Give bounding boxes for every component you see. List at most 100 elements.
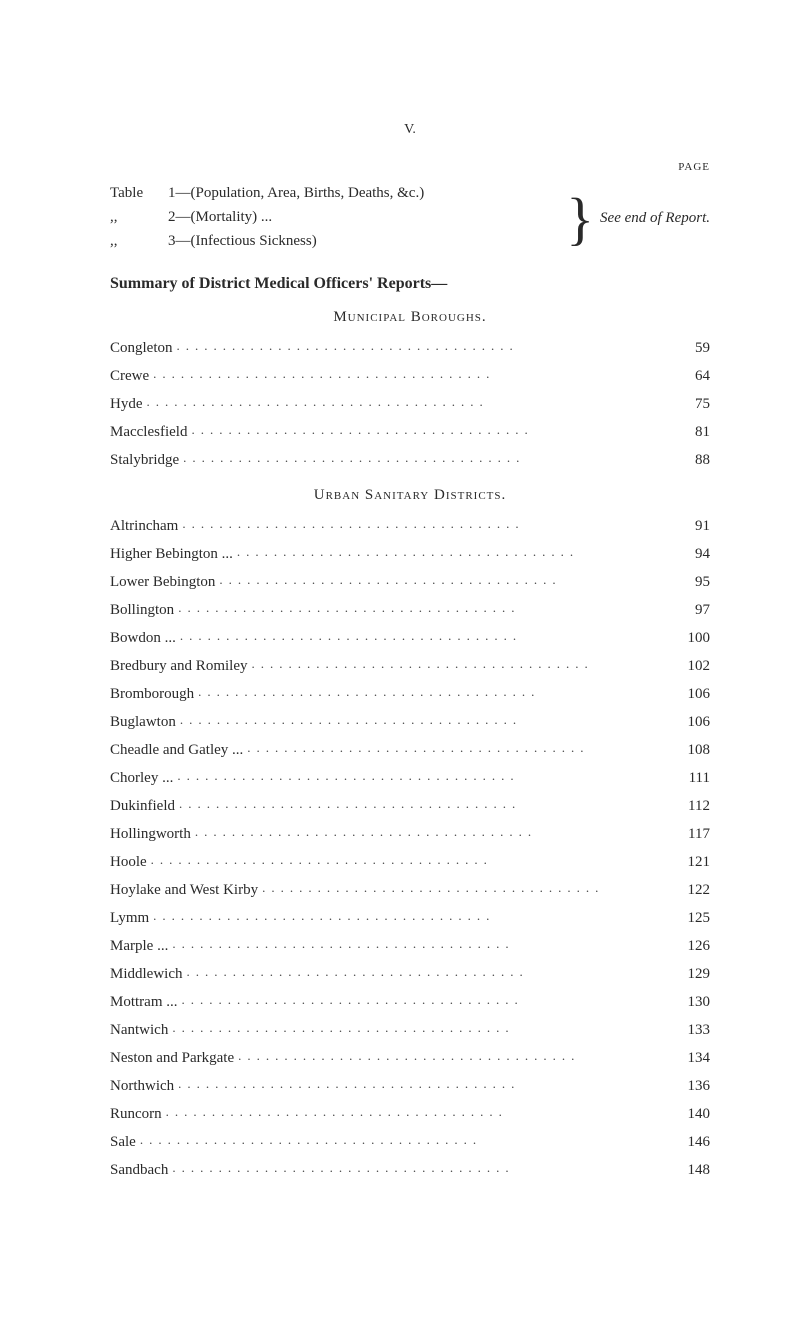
toc-leader-dots: .....................................	[151, 851, 672, 869]
toc-label: Macclesfield	[110, 422, 191, 443]
toc-page-number: 112	[672, 796, 710, 817]
toc-leader-dots: .....................................	[147, 393, 673, 411]
roman-numeral-heading: V.	[110, 120, 710, 140]
toc-entry: Neston and Parkgate.....................…	[110, 1048, 710, 1069]
toc-entry: Stalybridge.............................…	[110, 450, 710, 471]
toc-label: Middlewich	[110, 964, 187, 985]
table-ref-text: 3—(Infectious Sickness)	[168, 231, 562, 252]
toc-entry: Hyde....................................…	[110, 394, 710, 415]
table-ref-row: ,, 3—(Infectious Sickness)	[110, 231, 562, 252]
toc-page-number: 81	[672, 422, 710, 443]
toc-leader-dots: .....................................	[180, 711, 672, 729]
toc-entry: Runcorn.................................…	[110, 1104, 710, 1125]
toc-page-number: 129	[672, 964, 710, 985]
toc-page-number: 88	[672, 450, 710, 471]
toc-page-number: 140	[672, 1104, 710, 1125]
toc-label: Hoylake and West Kirby	[110, 880, 262, 901]
toc-entry: Lymm....................................…	[110, 908, 710, 929]
toc-entry: Chorley ................................…	[110, 768, 710, 789]
toc-label: Chorley ...	[110, 768, 177, 789]
toc-label: Bowdon ...	[110, 628, 180, 649]
toc-entry: Macclesfield............................…	[110, 422, 710, 443]
toc-leader-dots: .....................................	[182, 515, 672, 533]
toc-label: Lower Bebington	[110, 572, 219, 593]
toc-entry: Bromborough.............................…	[110, 684, 710, 705]
toc-label: Marple ...	[110, 936, 172, 957]
toc-page-number: 125	[672, 908, 710, 929]
toc-leader-dots: .....................................	[172, 1019, 672, 1037]
toc-label: Dukinfield	[110, 796, 179, 817]
toc-page-number: 136	[672, 1076, 710, 1097]
toc-page-number: 95	[672, 572, 710, 593]
toc-entry: Hoole...................................…	[110, 852, 710, 873]
toc-leader-dots: .....................................	[251, 655, 672, 673]
toc-page-number: 97	[672, 600, 710, 621]
toc-leader-dots: .....................................	[153, 365, 672, 383]
toc-page-number: 102	[672, 656, 710, 677]
toc-leader-dots: .....................................	[195, 823, 672, 841]
toc-leader-dots: .....................................	[179, 795, 672, 813]
toc-label: Hollingworth	[110, 824, 195, 845]
table-references-list: Table 1—(Population, Area, Births, Death…	[110, 183, 562, 255]
toc-leader-dots: .....................................	[219, 571, 672, 589]
toc-entry: Bredbury and Romiley....................…	[110, 656, 710, 677]
toc-page-number: 133	[672, 1020, 710, 1041]
toc-entry: Crewe...................................…	[110, 366, 710, 387]
toc-leader-dots: .....................................	[262, 879, 672, 897]
toc-leader-dots: .....................................	[237, 543, 672, 561]
toc-leader-dots: .....................................	[238, 1047, 672, 1065]
toc-page-number: 64	[672, 366, 710, 387]
toc-entry: Dukinfield..............................…	[110, 796, 710, 817]
toc-page-number: 111	[672, 768, 710, 789]
urban-section-heading: Urban Sanitary Districts.	[110, 485, 710, 506]
toc-leader-dots: .....................................	[187, 963, 673, 981]
toc-label: Neston and Parkgate	[110, 1048, 238, 1069]
toc-entry: Higher Bebington .......................…	[110, 544, 710, 565]
toc-page-number: 130	[672, 992, 710, 1013]
toc-leader-dots: .....................................	[191, 421, 672, 439]
toc-page-number: 126	[672, 936, 710, 957]
page-column-label: PAGE	[110, 160, 710, 175]
toc-entry: Sale....................................…	[110, 1132, 710, 1153]
municipal-section-heading: Municipal Boroughs.	[110, 307, 710, 328]
toc-page-number: 75	[672, 394, 710, 415]
toc-entry: Bowdon .................................…	[110, 628, 710, 649]
table-ref-row: Table 1—(Population, Area, Births, Death…	[110, 183, 562, 204]
toc-label: Stalybridge	[110, 450, 183, 471]
toc-label: Hoole	[110, 852, 151, 873]
toc-label: Sandbach	[110, 1160, 172, 1181]
municipal-toc-list: Congleton...............................…	[110, 338, 710, 471]
table-ref-prefix: Table	[110, 183, 168, 204]
toc-label: Northwich	[110, 1076, 178, 1097]
curly-brace-icon: }	[566, 194, 594, 244]
toc-label: Hyde	[110, 394, 147, 415]
toc-leader-dots: .....................................	[198, 683, 672, 701]
toc-entry: Congleton...............................…	[110, 338, 710, 359]
table-ref-text: 1—(Population, Area, Births, Deaths, &c.…	[168, 183, 562, 204]
toc-label: Mottram ...	[110, 992, 182, 1013]
toc-page-number: 117	[672, 824, 710, 845]
toc-page-number: 134	[672, 1048, 710, 1069]
toc-leader-dots: .....................................	[177, 767, 672, 785]
toc-entry: Hoylake and West Kirby..................…	[110, 880, 710, 901]
toc-page-number: 108	[672, 740, 710, 761]
toc-entry: Nantwich................................…	[110, 1020, 710, 1041]
table-ref-row: ,, 2—(Mortality) ...	[110, 207, 562, 228]
toc-leader-dots: .....................................	[153, 907, 672, 925]
toc-entry: Lower Bebington.........................…	[110, 572, 710, 593]
toc-page-number: 121	[672, 852, 710, 873]
toc-label: Bromborough	[110, 684, 198, 705]
toc-leader-dots: .....................................	[178, 1075, 672, 1093]
toc-entry: Northwich...............................…	[110, 1076, 710, 1097]
toc-label: Higher Bebington ...	[110, 544, 237, 565]
toc-entry: Altrincham..............................…	[110, 516, 710, 537]
toc-leader-dots: .....................................	[140, 1131, 672, 1149]
toc-label: Nantwich	[110, 1020, 172, 1041]
toc-leader-dots: .....................................	[182, 991, 673, 1009]
toc-leader-dots: .....................................	[166, 1103, 672, 1121]
toc-entry: Middlewich..............................…	[110, 964, 710, 985]
toc-label: Lymm	[110, 908, 153, 929]
toc-leader-dots: .....................................	[172, 935, 672, 953]
toc-entry: Mottram ................................…	[110, 992, 710, 1013]
toc-leader-dots: .....................................	[177, 337, 673, 355]
